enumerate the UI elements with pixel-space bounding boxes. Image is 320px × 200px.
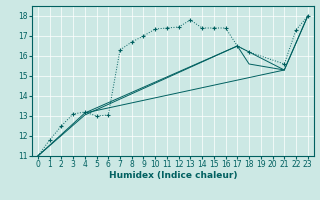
X-axis label: Humidex (Indice chaleur): Humidex (Indice chaleur) [108,171,237,180]
